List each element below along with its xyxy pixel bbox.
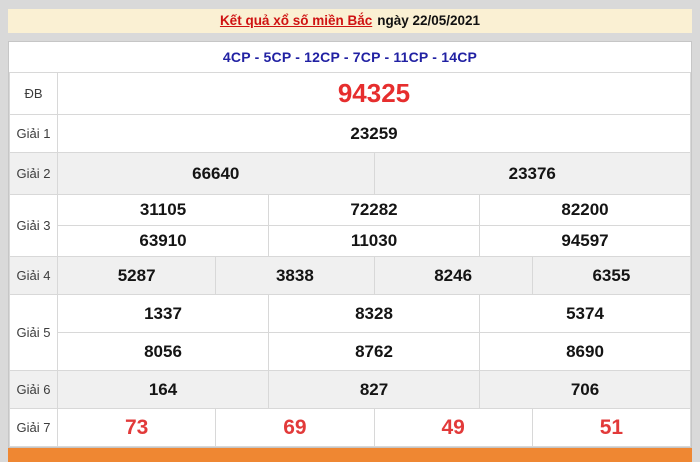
prize-value: 1337 [57,294,269,333]
table-row-db: ĐB 94325 [9,72,691,115]
prize-value: 23259 [57,114,691,153]
prize-value: 31105 [57,194,269,226]
results-table: ĐB 94325 Giải 1 23259 Giải 2 66640 23376… [9,72,692,447]
prize-value: 8056 [57,332,269,371]
prize-value-g7: 73 [56,408,217,447]
table-row-g3-line1: Giải 3 31105 72282 82200 [9,194,691,257]
draw-date-text: ngày 22/05/2021 [377,13,481,28]
prize-value: 11030 [268,225,480,257]
prize-value: 3838 [215,256,375,295]
table-row-g1: Giải 1 23259 [9,114,691,153]
prize-value: 8690 [479,332,691,371]
prize-value: 5374 [479,294,691,333]
prize-value: 63910 [57,225,269,257]
table-row-g7: Giải 7 73 69 49 51 [9,408,692,447]
spacer [8,33,692,41]
lottery-title-link[interactable]: Kết quả xổ số miền Bắc [219,13,373,28]
prize-value: 164 [57,370,269,409]
prize-value: 23376 [373,152,691,195]
title-bar: Kết quả xổ số miền Bắc ngày 22/05/2021 [8,9,692,33]
table-row-g5-line1: Giải 5 1337 8328 5374 [9,294,691,371]
results-panel: 4CP - 5CP - 12CP - 7CP - 11CP - 14CP ĐB … [8,41,692,448]
prize-value: 6355 [531,256,692,295]
prize-label: Giải 3 [9,194,58,257]
prize-value: 94597 [479,225,691,257]
prize-value: 8246 [373,256,533,295]
prize-value-special: 94325 [57,72,691,115]
prize-label: Giải 7 [9,408,58,447]
prize-value: 82200 [479,194,691,226]
prize-label: Giải 1 [9,114,58,153]
prize-value: 72282 [268,194,480,226]
table-row-g2: Giải 2 66640 23376 [9,152,691,195]
prize-value: 8328 [268,294,480,333]
prize-label: Giải 6 [9,370,58,409]
prize-value-g7: 51 [531,408,692,447]
table-row-g4: Giải 4 5287 3838 8246 6355 [9,256,692,295]
prize-label: Giải 4 [9,256,58,295]
prize-value: 8762 [268,332,480,371]
prize-value: 706 [479,370,691,409]
prize-value: 827 [268,370,480,409]
cp-links-line[interactable]: 4CP - 5CP - 12CP - 7CP - 11CP - 14CP [222,49,478,65]
prize-label: ĐB [9,72,58,115]
prize-value: 66640 [57,152,375,195]
prize-value-g7: 69 [215,408,375,447]
prize-label: Giải 5 [9,294,58,371]
prize-value: 5287 [56,256,217,295]
footer-orange-bar [8,448,692,462]
table-row-g6: Giải 6 164 827 706 [9,370,691,409]
prize-value-g7: 49 [373,408,533,447]
table-row-g5-line2: 8056 8762 8690 [10,332,691,371]
prize-label: Giải 2 [9,152,58,195]
table-row-g3-line2: 63910 11030 94597 [10,225,691,257]
